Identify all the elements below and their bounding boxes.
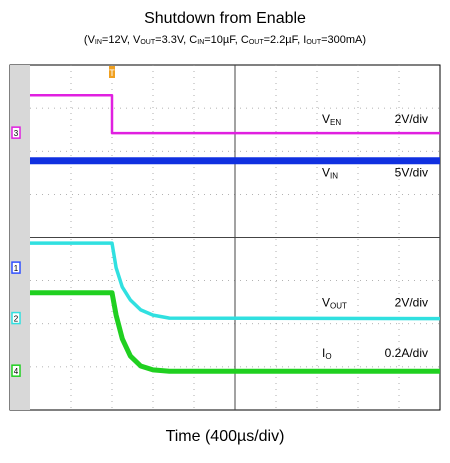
subtitle-subscript: IN: [197, 39, 205, 46]
trace-name-main: I: [322, 346, 325, 360]
trace-name-out: VOUT: [322, 296, 347, 311]
channel-marker-label: 3: [14, 129, 19, 138]
subtitle-subscript: OUT: [248, 39, 264, 46]
chart-title: Shutdown from Enable: [144, 10, 306, 27]
subtitle-text: =12V, V: [101, 34, 141, 46]
trigger-marker: [109, 66, 115, 78]
trace-o: [30, 290, 440, 374]
trace-scale-en: 2V/div: [395, 112, 428, 126]
trace-out: [30, 241, 441, 321]
channel-marker-1: [11, 261, 21, 274]
trace-name-main: V: [322, 112, 330, 126]
channel-marker-4: [11, 364, 21, 377]
trace-en: [30, 93, 440, 135]
trace-name-sub: O: [325, 352, 331, 361]
trace-name-sub: EN: [330, 118, 341, 127]
subtitle-text: (V: [83, 34, 95, 46]
trace-name-in: VIN: [322, 166, 338, 181]
chart-subtitle: (VIN=12V, VOUT=3.3V, CIN=10µF, COUT=2.2µ…: [0, 34, 450, 46]
trace-name-sub: IN: [330, 172, 338, 181]
subtitle-text: =10µF, C: [204, 34, 249, 46]
channel-marker-label: 2: [14, 315, 19, 324]
subtitle-text: =3.3V, C: [155, 34, 198, 46]
subtitle-text: =300mA): [321, 34, 367, 46]
trace-scale-in: 5V/div: [395, 166, 428, 180]
trace-name-en: VEN: [322, 112, 341, 127]
traces: [30, 93, 441, 374]
left-gutter: [10, 65, 30, 410]
trace-name-o: IO: [322, 346, 332, 361]
subtitle-text: =2.2µF, I: [263, 34, 307, 46]
trace-name-main: V: [322, 166, 330, 180]
trace-name-sub: OUT: [330, 302, 347, 311]
channel-marker-3: [11, 126, 21, 139]
subtitle-subscript: OUT: [306, 39, 322, 46]
subtitle-subscript: IN: [94, 39, 102, 46]
trigger-marker-label: T: [109, 68, 115, 78]
trace-scale-out: 2V/div: [395, 296, 428, 310]
trace-name-main: V: [322, 296, 330, 310]
x-axis-label: Time (400µs/div): [165, 428, 285, 445]
subtitle-subscript: OUT: [140, 39, 156, 46]
channel-marker-2: [11, 311, 21, 325]
channel-markers: T 1 2 3 4: [11, 66, 115, 377]
grid: [30, 65, 440, 410]
trace-scale-o: 0.2A/div: [385, 346, 428, 360]
channel-marker-label: 1: [14, 264, 19, 273]
channel-marker-label: 4: [14, 367, 19, 376]
